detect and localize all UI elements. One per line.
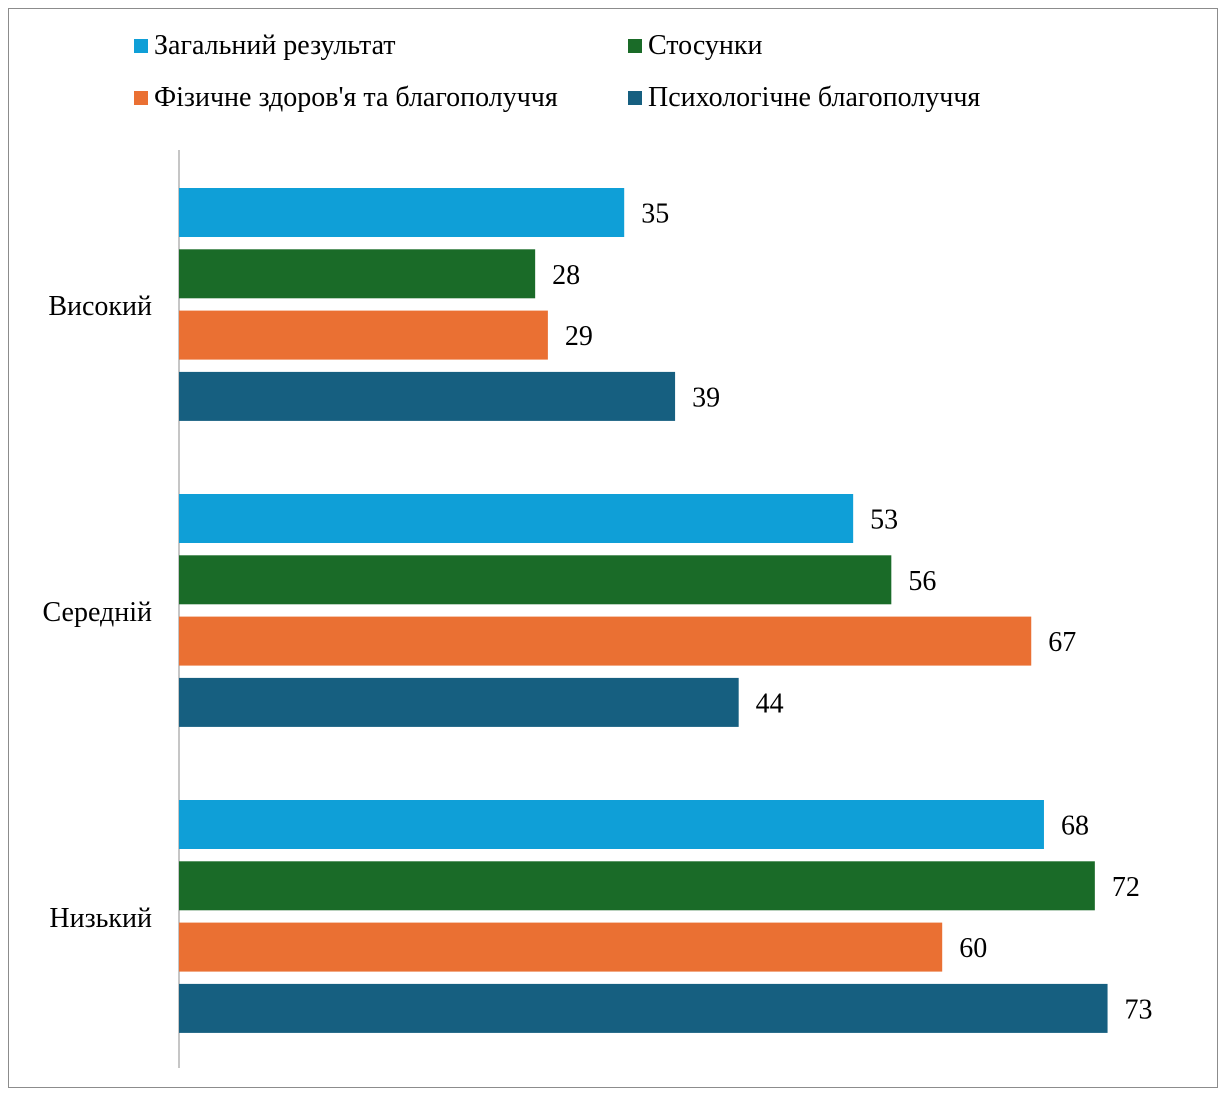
bar [179, 188, 625, 237]
bar [179, 677, 739, 727]
legend-label: Стосунки [648, 30, 763, 61]
data-label: 68 [1061, 811, 1089, 842]
legend-item-total: Загальний результат [134, 30, 396, 62]
legend-label: Психологічне благополуччя [648, 82, 981, 113]
bar [179, 616, 1032, 666]
data-label: 67 [1048, 627, 1076, 658]
legend-swatch [134, 91, 148, 105]
data-label: 60 [959, 933, 987, 964]
data-label: 39 [692, 382, 720, 413]
data-label: 53 [870, 505, 898, 536]
legend-swatch [134, 39, 148, 53]
data-label: 44 [756, 688, 784, 719]
legend-item-relationships: Стосунки [628, 30, 763, 62]
data-label: 56 [908, 566, 936, 597]
data-label: 35 [641, 199, 669, 230]
bar [179, 800, 1044, 849]
bar [179, 371, 676, 421]
data-label: 28 [552, 260, 580, 291]
bar [179, 555, 892, 605]
category-label: Низький [49, 903, 152, 934]
legend-swatch [628, 91, 642, 105]
bar [179, 310, 548, 360]
data-label: 73 [1125, 994, 1153, 1025]
legend-label: Загальний результат [154, 30, 396, 61]
bar [179, 922, 943, 972]
legend-item-psychological: Психологічне благополуччя [628, 82, 980, 114]
legend-item-physical: Фізичне здоров'я та благополуччя [134, 82, 558, 114]
data-label: 29 [565, 321, 593, 352]
bar [179, 861, 1095, 911]
data-label: 72 [1112, 872, 1140, 903]
bar [179, 249, 536, 299]
bar [179, 983, 1108, 1033]
category-label: Середній [43, 597, 153, 628]
legend-swatch [628, 39, 642, 53]
legend-label: Фізичне здоров'я та благополуччя [154, 82, 558, 113]
bar [179, 494, 854, 543]
category-label: Високий [48, 291, 152, 322]
